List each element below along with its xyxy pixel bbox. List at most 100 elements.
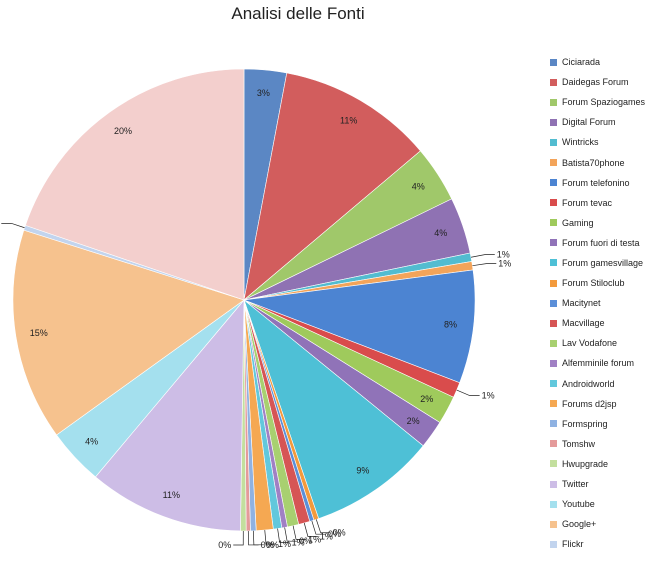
- pie-slice-daidegas-forum: [243, 72, 421, 301]
- slice-value-label: 1%: [278, 539, 291, 549]
- legend-swatch: [550, 159, 557, 167]
- legend-label: Batista70phone: [562, 157, 625, 168]
- slice-value-label: 8%: [444, 319, 457, 329]
- slice-leader-line: [247, 530, 259, 546]
- legend-swatch: [550, 380, 557, 388]
- legend-item: Twitter: [550, 474, 646, 494]
- slice-value-label: 4%: [85, 436, 98, 446]
- slice-leader-line: [456, 389, 480, 396]
- slice-leader-line: [472, 263, 497, 267]
- legend-item: Forum Stiloclub: [550, 273, 646, 293]
- legend-label: Forum telefonino: [562, 177, 630, 188]
- legend-swatch: [550, 359, 557, 367]
- slice-value-label: 0%: [333, 528, 346, 538]
- legend-item: Hwupgrade: [550, 454, 646, 474]
- legend-swatch: [550, 259, 557, 267]
- legend-item: Macvillage: [550, 313, 646, 333]
- legend-swatch: [550, 460, 557, 468]
- legend-label: Lav Vodafone: [562, 338, 618, 349]
- legend-swatch: [550, 299, 557, 307]
- legend-label: Google+: [562, 519, 597, 530]
- slice-leader-line: [1, 223, 25, 229]
- slice-value-label: 2%: [407, 416, 420, 426]
- slice-leader-line: [315, 519, 331, 534]
- legend-label: Twitter: [562, 479, 589, 490]
- slice-leader-line: [311, 520, 326, 535]
- slice-leader-line: [277, 528, 290, 543]
- slice-value-label: 2%: [420, 394, 433, 404]
- slice-value-label: 11%: [163, 490, 180, 500]
- legend-item: Forums d2jsp: [550, 394, 646, 414]
- slice-value-label: 1%: [320, 532, 333, 542]
- legend-swatch: [550, 179, 557, 187]
- legend-swatch: [550, 480, 557, 488]
- legend-item: Digital Forum: [550, 112, 646, 132]
- legend-swatch: [550, 98, 557, 106]
- legend-label: Forum gamesvillage: [562, 257, 644, 268]
- slice-value-label: 1%: [482, 391, 495, 401]
- slice-value-label: 3%: [257, 88, 270, 98]
- legend-label: Ciciarada: [562, 57, 601, 68]
- slice-value-label: 0%: [218, 540, 231, 550]
- legend-item: Androidworld: [550, 374, 646, 394]
- legend-label: Forums d2jsp: [562, 398, 617, 409]
- legend-swatch: [550, 219, 557, 227]
- legend-swatch: [550, 339, 557, 347]
- legend-item: Forum Spaziogames: [550, 92, 646, 112]
- legend-label: Forum tevac: [562, 197, 613, 208]
- legend-item: Forum gamesvillage: [550, 253, 646, 273]
- slice-leader-line: [264, 530, 277, 545]
- legend-item: Wintricks: [550, 132, 646, 152]
- legend-label: Youtube: [562, 499, 595, 510]
- legend-swatch: [550, 118, 557, 126]
- legend-label: Formspring: [562, 418, 608, 429]
- slice-value-label: 9%: [356, 466, 369, 476]
- legend-swatch: [550, 520, 557, 528]
- chart-title: Analisi delle Fonti: [231, 4, 365, 23]
- slice-value-label: 0%: [328, 529, 341, 539]
- pie-slice-twitter: [95, 299, 245, 532]
- legend-label: Alfemminile forum: [562, 358, 635, 369]
- legend-item: Forum fuori di testa: [550, 233, 646, 253]
- legend-label: Digital Forum: [562, 117, 616, 128]
- slice-value-label: 20%: [114, 126, 132, 136]
- slice-leader-line: [303, 522, 318, 537]
- legend-label: Forum Spaziogames: [562, 97, 646, 108]
- legend-item: Google+: [550, 514, 646, 534]
- legend-label: Androidworld: [562, 378, 615, 389]
- slice-value-label: 0%: [299, 536, 312, 546]
- slice-leader-line: [233, 530, 244, 546]
- legend-swatch: [550, 78, 557, 86]
- legend-swatch: [550, 420, 557, 428]
- slice-value-label: 11%: [340, 115, 357, 125]
- legend-label: Daidegas Forum: [562, 77, 629, 88]
- legend-item: Alfemminile forum: [550, 353, 646, 373]
- legend-label: Wintricks: [562, 137, 599, 148]
- legend-swatch: [550, 400, 557, 408]
- legend-item: Lav Vodafone: [550, 333, 646, 353]
- pie-slice-forum-gamesvillage: [243, 299, 424, 519]
- legend-label: Hwupgrade: [562, 458, 609, 469]
- legend-swatch: [550, 199, 557, 207]
- legend-swatch: [550, 440, 557, 448]
- slice-value-label: 1%: [308, 534, 321, 544]
- slice-leader-line: [292, 525, 307, 540]
- legend-swatch: [550, 500, 557, 508]
- slice-value-label: 1%: [497, 250, 510, 260]
- slice-value-label: 4%: [412, 182, 425, 192]
- legend-item: Forum telefonino: [550, 173, 646, 193]
- legend-item: Youtube: [550, 494, 646, 514]
- slice-value-label: 1%: [498, 259, 511, 269]
- legend-label: Gaming: [562, 217, 594, 228]
- pie-slice-forum-telefonino: [243, 269, 476, 384]
- legend-item: Daidegas Forum: [550, 72, 646, 92]
- legend-label: Flickr: [562, 539, 584, 550]
- legend-swatch: [550, 319, 557, 327]
- legend-swatch: [550, 540, 557, 548]
- legend-item: Batista70phone: [550, 152, 646, 172]
- chart-legend: Ciciarada Daidegas Forum Forum Spaziogames…: [550, 52, 646, 554]
- legend-item: Tomshw: [550, 434, 646, 454]
- slice-value-label: 15%: [30, 328, 48, 338]
- legend-swatch: [550, 239, 557, 247]
